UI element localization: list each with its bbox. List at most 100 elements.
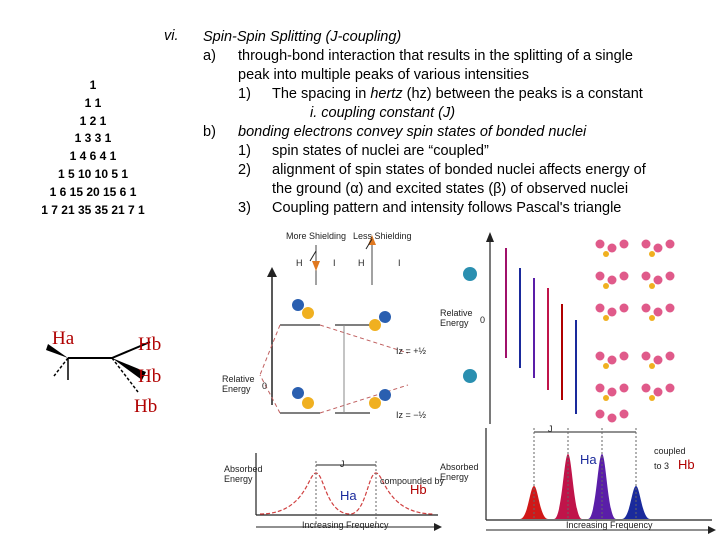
spin-nucleus — [641, 303, 651, 313]
spin-nucleus — [641, 351, 651, 361]
spin-nucleus — [665, 239, 675, 249]
coupled-to-label: to 3 — [654, 461, 670, 471]
relative-energy-label: Relative Energy — [222, 374, 255, 394]
spin-nucleus — [665, 303, 675, 313]
h-label: H — [358, 258, 365, 268]
spin-nucleus — [649, 315, 655, 321]
spin-cluster-gold — [603, 251, 655, 401]
point-b-line1: bonding electrons convey spin states of … — [238, 124, 587, 140]
spin-nucleus — [302, 307, 314, 319]
absorbed-energy-label: Absorbed Energy — [440, 462, 479, 482]
ha-label: Ha — [52, 328, 75, 349]
spin-nucleus — [302, 397, 314, 409]
coupled-label: coupled — [654, 446, 686, 456]
dash-bond — [53, 357, 69, 377]
quartet-peak — [554, 454, 582, 519]
spin-nucleus — [369, 397, 381, 409]
frequency-arrow-icon — [708, 526, 716, 534]
point-b-sub3: Coupling pattern and intensity follows P… — [272, 200, 622, 216]
pascal-row: 1 — [89, 78, 97, 92]
i-label: I — [333, 258, 336, 268]
spin-nucleus — [603, 315, 609, 321]
hb-peak-label: Hb — [678, 457, 695, 472]
spin-nucleus — [607, 243, 617, 253]
spin-nucleus — [607, 387, 617, 397]
level-link — [319, 384, 409, 414]
point-a-sub1-i: i. coupling constant (J) — [310, 105, 456, 121]
point-b-sub1-marker: 1) — [238, 143, 251, 159]
quartet-peak — [588, 454, 616, 519]
point-b-marker: b) — [203, 124, 216, 140]
hb-label: Hb — [138, 334, 162, 355]
point-a-sub1-pre: The spacing in — [272, 86, 371, 102]
bond-line — [365, 238, 373, 250]
spin-nucleus — [603, 251, 609, 257]
spin-nucleus — [607, 275, 617, 285]
spin-nucleus — [653, 275, 663, 285]
quartet-peak — [622, 486, 650, 519]
doublet-peak — [259, 472, 435, 515]
spin-nucleus — [649, 363, 655, 369]
spin-nucleus — [603, 283, 609, 289]
spin-nucleus — [619, 383, 629, 393]
spin-nucleus — [653, 243, 663, 253]
h-label: H — [296, 258, 303, 268]
point-b-sub2-line2: the ground (α) and excited states (β) of… — [272, 181, 629, 197]
point-a-sub1: The spacing in hertz (hz) between the pe… — [272, 85, 643, 104]
spin-nucleus — [619, 351, 629, 361]
spin-cluster-top — [595, 239, 675, 423]
level-link — [259, 324, 281, 376]
spin-nucleus — [649, 395, 655, 401]
spin-nucleus — [649, 251, 655, 257]
dash-bond — [111, 357, 139, 393]
spin-nucleus — [641, 239, 651, 249]
shielding-arrow-icon — [312, 261, 320, 271]
ha-peak-label: Ha — [340, 488, 357, 503]
point-b-sub3-marker: 3) — [238, 200, 251, 216]
ethyl-molecule-diagram — [46, 341, 151, 393]
hb-peak-label: Hb — [410, 482, 427, 497]
iz-minus-label: Iz = −½ — [396, 410, 427, 420]
spin-nucleus — [619, 409, 629, 419]
spin-nucleus — [665, 351, 675, 361]
pascal-row: 1 5 10 10 5 1 — [57, 166, 129, 181]
hb-label: Hb — [138, 366, 162, 387]
spin-nucleus — [665, 271, 675, 281]
pascal-row: 1 4 6 4 1 — [69, 149, 117, 164]
spin-nucleus — [292, 387, 304, 399]
spin-nucleus — [607, 307, 617, 317]
frequency-label: Increasing Frequency — [302, 520, 389, 530]
quartet-peak — [520, 486, 548, 519]
level-link — [319, 324, 409, 354]
spin-nucleus — [603, 363, 609, 369]
spin-nucleus — [641, 383, 651, 393]
spin-nucleus — [595, 271, 605, 281]
j-label: J — [340, 459, 345, 469]
spin-nucleus — [379, 311, 391, 323]
spin-nucleus — [292, 299, 304, 311]
pascal-triangle: 1 1 1 1 2 1 1 3 3 1 1 4 6 4 1 1 5 10 10 … — [22, 77, 164, 219]
spin-nucleus — [595, 303, 605, 313]
spin-nucleus — [603, 395, 609, 401]
spin-nucleus — [595, 239, 605, 249]
spin-nucleus — [463, 369, 477, 383]
spin-nucleus — [641, 271, 651, 281]
spin-nucleus — [607, 413, 617, 423]
doublet-energy-diagram — [255, 235, 442, 531]
point-b-sub2-marker: 2) — [238, 162, 251, 178]
quartet-energy-diagram — [463, 232, 716, 534]
point-a-sub1-marker: 1) — [238, 86, 251, 102]
hb-label: Hb — [134, 396, 158, 417]
more-shielding-label: More Shielding — [286, 231, 347, 241]
bond-line — [309, 250, 317, 262]
spin-nucleus — [619, 303, 629, 313]
zero-label: 0 — [262, 381, 268, 391]
spin-nucleus — [649, 283, 655, 289]
pascal-row: 1 7 21 35 35 21 7 1 — [41, 202, 145, 217]
spin-nucleus — [653, 307, 663, 317]
ha-peak-label: Ha — [580, 452, 597, 467]
axis-arrow-icon — [486, 232, 494, 242]
point-a-line1: through-bond interaction that results in… — [238, 48, 633, 64]
wedge-bond — [46, 344, 68, 358]
less-shielding-label: Less Shielding — [353, 231, 412, 241]
